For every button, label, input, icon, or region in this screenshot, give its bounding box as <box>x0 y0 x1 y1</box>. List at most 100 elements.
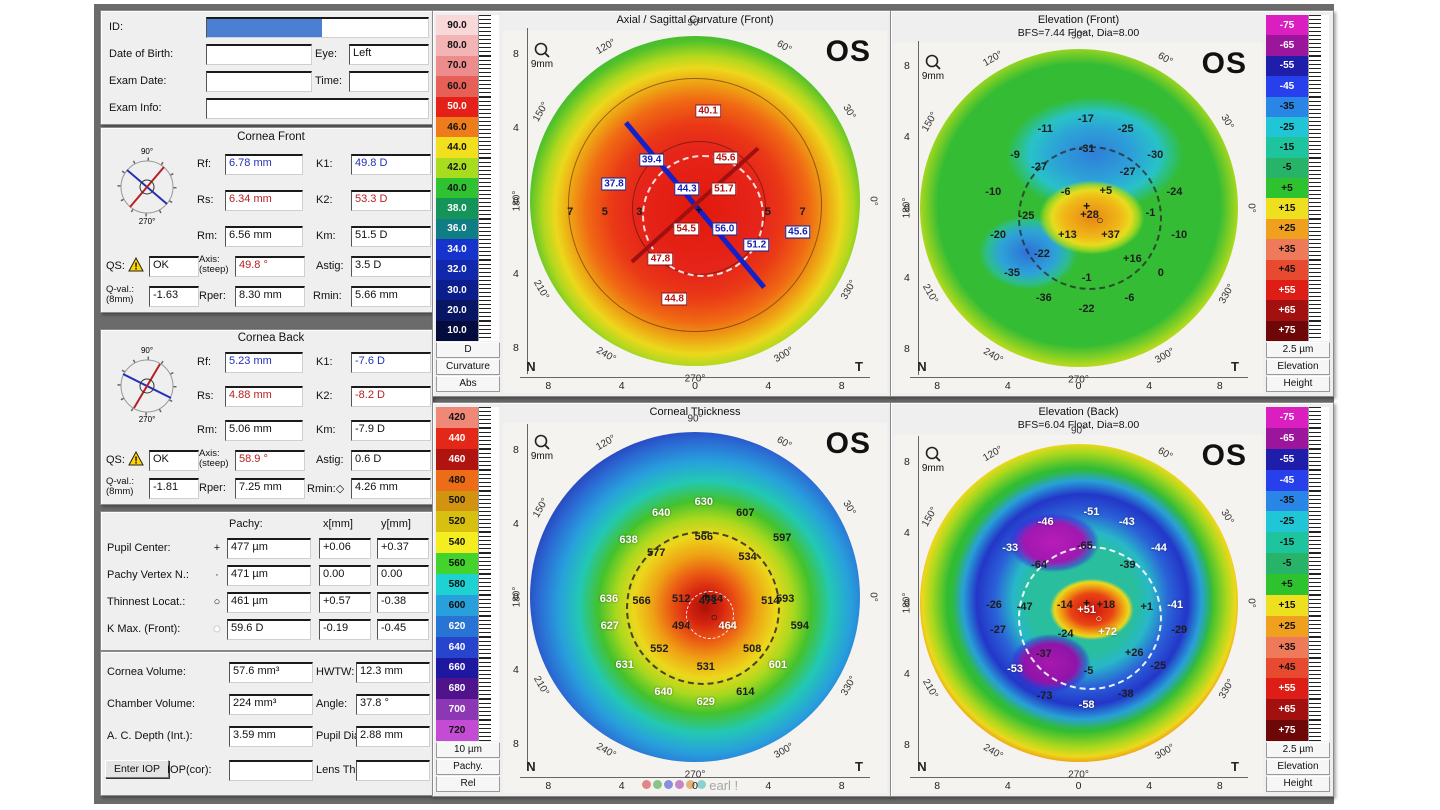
pachy-value-input[interactable]: 477 µm <box>227 538 311 559</box>
meridian-degree-label: 150° <box>530 100 551 124</box>
enter-iop-button[interactable]: Enter IOP <box>105 760 169 778</box>
k1-input[interactable]: 49.8 D <box>351 154 431 175</box>
astig-input[interactable]: 3.5 D <box>351 256 431 277</box>
rmin-input[interactable]: 4.26 mm <box>351 478 431 499</box>
qs-input[interactable]: OK <box>149 256 199 277</box>
rmin-input[interactable]: 5.66 mm <box>351 286 431 307</box>
k2-input[interactable]: -8.2 D <box>351 386 431 407</box>
scale-tick-comb <box>478 279 499 301</box>
map-value-label: 636 <box>599 592 619 605</box>
ac-depth-input[interactable]: 3.59 mm <box>229 726 313 747</box>
rper-input[interactable]: 8.30 mm <box>235 286 305 307</box>
temporal-label: T <box>1231 759 1239 774</box>
scale-tick-comb <box>1308 55 1329 77</box>
km-input[interactable]: 51.5 D <box>351 226 431 247</box>
scale-tick-comb <box>1308 407 1329 428</box>
vertical-axis-tick-label: 4 <box>513 517 519 530</box>
k1-input[interactable]: -7.6 D <box>351 352 431 373</box>
pupil-dia-input[interactable]: 2.88 mm <box>356 726 430 747</box>
angle-input[interactable]: 37.8 ° <box>356 694 430 715</box>
rf-input[interactable]: 5.23 mm <box>225 352 303 373</box>
scale-entry: 34.0 <box>436 239 500 260</box>
map-value-label: -29 <box>1171 623 1188 636</box>
qval-input[interactable]: -1.63 <box>149 286 199 307</box>
zoom-indicator[interactable]: 9mm <box>916 445 950 474</box>
x-value-input[interactable]: +0.57 <box>319 592 371 613</box>
scale-entry: 540 <box>436 532 500 554</box>
y-value-input[interactable]: -0.45 <box>377 619 429 640</box>
cornea-volume-label: Cornea Volume: <box>107 666 186 678</box>
vertical-axis <box>918 40 919 375</box>
rf-input[interactable]: 6.78 mm <box>225 154 303 175</box>
y-value-input[interactable]: +0.37 <box>377 538 429 559</box>
rper-label: Rper: <box>199 290 226 302</box>
y-value-input[interactable]: -0.38 <box>377 592 429 613</box>
pachy-column-header: Pachy: <box>229 518 263 530</box>
pachy-value-input[interactable]: 59.6 D <box>227 619 311 640</box>
horizontal-axis-tick-label: 4 <box>1146 780 1153 792</box>
axis-input[interactable]: 58.9 ° <box>235 450 305 471</box>
scale-entry: 580 <box>436 574 500 595</box>
vertical-axis-tick-label: 8 <box>904 60 910 73</box>
map-value-label: 640 <box>654 686 673 699</box>
scale-tick-comb <box>1308 198 1329 219</box>
iop-cor-input[interactable] <box>229 760 313 781</box>
rf-label: Rf: <box>197 158 212 170</box>
rm-label: Rm: <box>197 230 218 242</box>
y-value-input[interactable]: 0.00 <box>377 565 429 586</box>
x-value-input[interactable]: -0.19 <box>319 619 371 640</box>
eye-input[interactable]: Left <box>349 44 429 65</box>
scale-footer-label: Rel <box>436 776 500 792</box>
scale-tick-comb <box>478 574 499 595</box>
rper-input[interactable]: 7.25 mm <box>235 478 305 499</box>
scale-tick-comb <box>1308 320 1329 341</box>
map-value-label: -51 <box>1083 505 1100 518</box>
map-value-label: -24 <box>1166 186 1183 199</box>
exam-date-input[interactable] <box>206 71 312 92</box>
qval-input[interactable]: -1.81 <box>149 478 199 499</box>
scale-entry: 600 <box>436 594 500 616</box>
pachy-value-input[interactable]: 471 µm <box>227 565 311 586</box>
rs-input[interactable]: 6.34 mm <box>225 190 303 211</box>
x-value-input[interactable]: 0.00 <box>319 565 371 586</box>
axis-input[interactable]: 49.8 ° <box>235 256 305 277</box>
chamber-volume-input[interactable]: 224 mm³ <box>229 694 313 715</box>
scale-entry: -5 <box>1266 157 1330 178</box>
scale-entry: -15 <box>1266 532 1330 554</box>
rm-input[interactable]: 5.06 mm <box>225 420 303 441</box>
map-value-label: +5 <box>1099 185 1113 198</box>
k2-input[interactable]: 53.3 D <box>351 190 431 211</box>
km-input[interactable]: -7.9 D <box>351 420 431 441</box>
zoom-diameter-label: 9mm <box>530 59 554 70</box>
zoom-indicator[interactable]: 9mm <box>916 53 950 82</box>
scale-tick-comb <box>1308 469 1329 491</box>
qs-input[interactable]: OK <box>149 450 199 471</box>
rm-input[interactable]: 6.56 mm <box>225 226 303 247</box>
cornea-volume-input[interactable]: 57.6 mm³ <box>229 662 313 683</box>
map-value-label: -27 <box>1119 165 1136 178</box>
hwtw-input[interactable]: 12.3 mm <box>356 662 430 683</box>
zoom-indicator[interactable]: 9mm <box>525 41 559 70</box>
thinnest-location-marker: ○ <box>213 596 221 608</box>
scale-entry: +25 <box>1266 218 1330 240</box>
exam-info-input[interactable] <box>206 98 429 119</box>
horizontal-axis <box>909 377 1248 378</box>
map-value-label: -20 <box>990 229 1006 242</box>
zoom-indicator[interactable]: 9mm <box>525 433 559 462</box>
meridian-degree-label: 300° <box>772 741 796 761</box>
meridian-degree-label: 120° <box>980 48 1005 69</box>
id-input[interactable] <box>206 17 429 38</box>
dob-input[interactable] <box>206 44 312 65</box>
meridian-degree-label: 60° <box>774 38 794 56</box>
x-value-input[interactable]: +0.06 <box>319 538 371 559</box>
rs-input[interactable]: 4.88 mm <box>225 386 303 407</box>
pachy-value-input[interactable]: 461 µm <box>227 592 311 613</box>
scale-entry: 460 <box>436 448 500 470</box>
time-input[interactable] <box>349 71 429 92</box>
vertical-axis-tick-label: 0 <box>904 201 910 214</box>
scale-entry: 500 <box>436 490 500 512</box>
lens-th-input[interactable] <box>356 760 430 781</box>
color-scale: -75 -65 -55 -45 -35 -25 -15 -5 +5 +15 +25 +35 +45 +55… <box>1266 15 1330 392</box>
astig-input[interactable]: 0.6 D <box>351 450 431 471</box>
pupil-dia-label: Pupil Dia: <box>316 730 364 742</box>
